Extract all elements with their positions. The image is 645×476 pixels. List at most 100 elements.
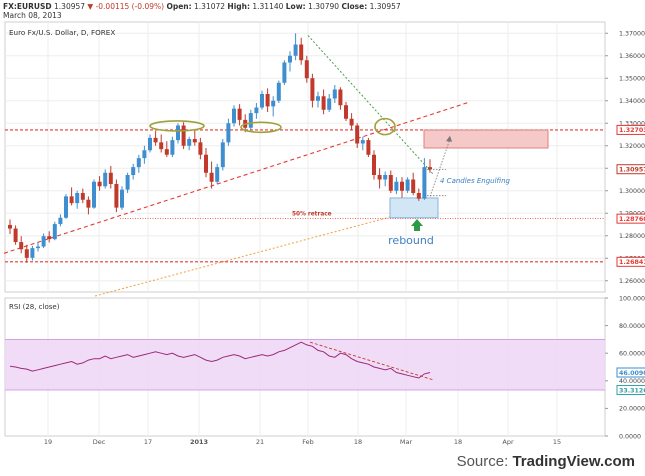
candle-body	[405, 179, 410, 191]
candle-body	[428, 167, 432, 170]
rsi-y-tick-label: 60.0000	[619, 351, 645, 358]
candle-body	[86, 199, 91, 208]
source-prefix: Source:	[456, 453, 513, 470]
x-tick-label: Feb	[302, 438, 314, 446]
highlight-ellipse	[374, 117, 396, 136]
x-tick-label: 15	[553, 438, 561, 446]
candle-body	[52, 224, 57, 240]
low-value: 1.30790	[308, 2, 340, 11]
candle-body	[344, 105, 348, 119]
projection-line	[429, 138, 451, 197]
candle-body	[75, 193, 80, 204]
candle-body	[411, 179, 416, 193]
price-tag-label: 1.32703	[619, 127, 645, 134]
rsi-y-tick-label: 40.0000	[619, 378, 645, 385]
candle-body	[310, 78, 315, 101]
main-pane-frame	[4, 21, 606, 293]
candle-body	[204, 154, 208, 173]
candle-body	[338, 89, 343, 106]
candle-body	[192, 139, 197, 143]
y-tick-label: 1.35000	[619, 76, 645, 83]
highlight-ellipse	[240, 121, 282, 134]
candle-body	[220, 142, 225, 168]
candle-body	[299, 44, 304, 61]
candle-body	[321, 96, 326, 110]
price-tag-box	[616, 256, 645, 267]
candle-body	[226, 123, 231, 143]
candle-body	[97, 181, 102, 187]
rsi-title: RSI (28, close)	[9, 303, 60, 311]
candle-body	[176, 125, 180, 141]
chart-header: FX:EURUSD 1.30957 ▼ -0.00115 (-0.09%) Op…	[3, 2, 401, 11]
candle-body	[136, 158, 141, 168]
price-tag-box	[616, 164, 645, 175]
candle-body	[120, 189, 124, 208]
target-zone-box	[423, 129, 549, 149]
rsi-line	[9, 341, 431, 379]
retrace-annotation: 50% retrace	[292, 212, 332, 218]
rsi-y-tick-label: 0.0000	[619, 433, 641, 440]
y-tick-label: 1.26000	[619, 278, 645, 285]
candle-body	[159, 142, 164, 150]
candle-body	[125, 175, 130, 190]
x-tick-label: 18	[354, 438, 362, 446]
candle-body	[400, 181, 404, 191]
price-tag-label: 1.28760	[619, 216, 645, 223]
rsi-value-tag-label: 33.3126	[619, 387, 645, 394]
x-tick-label: 17	[144, 438, 152, 446]
engulfing-annotation: 4 Candles Engulfing	[440, 177, 511, 185]
candle-body	[13, 228, 18, 243]
x-tick-label: 21	[256, 438, 264, 446]
y-tick-label: 1.32000	[619, 143, 645, 150]
trendline-downtrend	[307, 35, 435, 176]
candle-body	[327, 98, 332, 110]
candle-body	[148, 137, 152, 151]
rsi-y-tick-label: 100.0000	[619, 295, 645, 302]
candle-body	[316, 96, 320, 101]
rsi-band	[5, 339, 605, 391]
source-credit: Source: TradingView.com	[457, 453, 635, 470]
candle-body	[282, 62, 287, 83]
candle-body	[181, 125, 186, 146]
price-tag-box	[616, 124, 645, 135]
candle-body	[36, 246, 40, 249]
chart-date: March 08, 2013	[3, 11, 62, 20]
x-tick-label: Apr	[502, 438, 514, 446]
candle-body	[377, 175, 382, 180]
open-value: 1.31072	[194, 2, 226, 11]
candle-body	[366, 140, 371, 155]
candle-body	[254, 107, 259, 114]
rebound-zone-box	[389, 197, 439, 219]
trendline-orange	[94, 213, 401, 297]
rebound-arrow-icon	[411, 219, 423, 231]
candle-body	[332, 89, 337, 99]
y-tick-label: 1.28000	[619, 233, 645, 240]
trendline-support	[3, 101, 471, 254]
candle-body	[69, 196, 74, 204]
low-label: Low:	[285, 2, 306, 11]
candle-body	[237, 108, 242, 120]
candle-body	[416, 193, 421, 199]
candle-body	[8, 224, 12, 229]
y-tick-label: 1.33000	[619, 121, 645, 128]
x-tick-label: Dec	[93, 438, 106, 446]
candle-body	[215, 167, 220, 182]
candle-body	[293, 44, 298, 56]
candle-body	[271, 100, 276, 107]
candle-body	[80, 193, 85, 200]
candle-body	[187, 139, 192, 146]
rsi-value-tag-box	[616, 385, 645, 396]
y-tick-label: 1.36000	[619, 53, 645, 60]
candle-body	[114, 184, 119, 208]
candle-body	[372, 154, 376, 175]
rsi-y-tick-label: 80.0000	[619, 323, 645, 330]
highlight-ellipse	[149, 120, 205, 132]
candle-body	[260, 94, 264, 108]
candle-body	[349, 118, 354, 126]
y-tick-label: 1.37000	[619, 31, 645, 38]
candle-body	[383, 175, 388, 180]
candle-body	[248, 113, 253, 128]
symbol-label: FX:EURUSD	[3, 2, 52, 11]
main-chart-title: Euro Fx/U.S. Dollar, D, FOREX	[9, 28, 115, 37]
